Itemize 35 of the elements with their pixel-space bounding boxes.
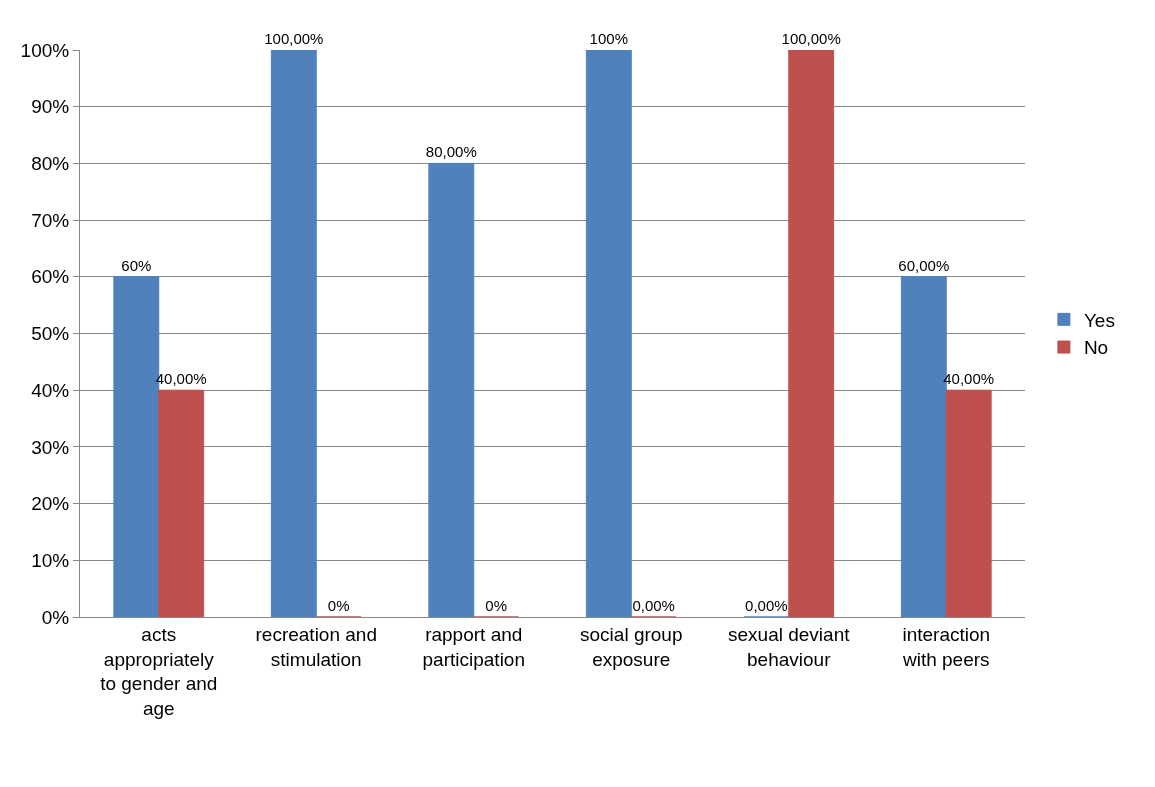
y-tick-label: 80%	[31, 153, 70, 175]
bar	[428, 162, 475, 617]
x-tick-label: social group exposure	[580, 623, 683, 670]
y-tick-label: 30%	[31, 436, 70, 458]
data-label: 0,00%	[745, 597, 788, 614]
x-tick-label: recreation and stimulation	[255, 623, 377, 670]
x-tick-label: sexual deviant behaviour	[728, 623, 851, 670]
legend-label: Yes	[1083, 309, 1115, 331]
data-label: 0,00%	[632, 597, 675, 614]
data-label: 60,00%	[898, 256, 950, 274]
y-tick-label: 0%	[41, 606, 70, 628]
legend-label: No	[1083, 337, 1109, 359]
data-label: 0%	[485, 597, 508, 614]
x-tick-label: rapport and participation	[422, 623, 525, 670]
bar	[158, 389, 205, 617]
y-tick-label: 90%	[31, 96, 70, 118]
bar	[945, 389, 992, 617]
y-tick-label: 50%	[31, 323, 70, 345]
x-tick-label: acts appropriately to gender and age	[100, 623, 218, 719]
y-tick-label: 40%	[31, 379, 70, 401]
y-tick-label: 20%	[31, 493, 70, 515]
data-label: 100,00%	[264, 30, 324, 47]
data-label: 0%	[327, 597, 350, 614]
y-tick-label: 100%	[20, 39, 70, 61]
bar	[788, 50, 835, 617]
data-label: 60%	[121, 256, 152, 274]
data-label: 100%	[589, 30, 628, 47]
data-label: 100,00%	[781, 30, 841, 47]
bar	[585, 50, 632, 617]
x-tick-label: interaction with peers	[901, 623, 991, 670]
data-label: 80,00%	[425, 143, 477, 161]
y-tick-label: 60%	[31, 266, 70, 288]
y-tick-label: 10%	[31, 549, 70, 571]
y-tick-label: 70%	[31, 209, 70, 231]
bar	[270, 50, 317, 617]
